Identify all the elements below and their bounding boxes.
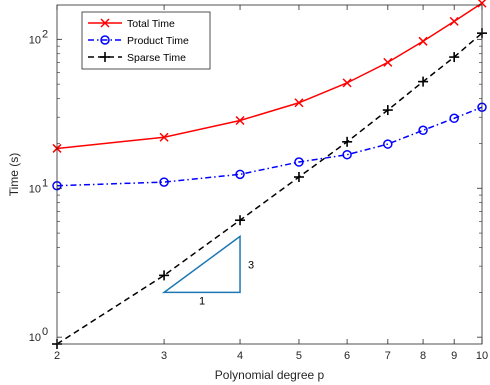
series-line-product-time <box>56 106 483 187</box>
legend-swatch-marker <box>100 18 110 28</box>
slope-triangle: 13 <box>161 234 254 307</box>
y-tick-label-exponent: 2 <box>42 28 48 40</box>
x-tick-label: 7 <box>385 350 391 362</box>
data-point-product-time <box>294 157 304 167</box>
data-point-sparse-time <box>235 215 246 226</box>
y-axis-label: Time (s) <box>7 153 21 197</box>
y-tick-label: 10 <box>29 34 41 46</box>
data-point-total-time <box>159 132 169 142</box>
legend-swatch-marker <box>100 35 110 45</box>
data-point-product-time <box>342 149 352 160</box>
y-tick-label-exponent: 1 <box>42 177 48 189</box>
data-point-sparse-time <box>293 172 304 183</box>
x-tick-label: 2 <box>54 350 60 362</box>
x-tick-label: 10 <box>476 350 488 362</box>
y-tick-label: 10 <box>29 183 41 195</box>
x-tick-label: 4 <box>237 350 243 362</box>
slope-triangle-horizontal-label: 1 <box>199 295 205 307</box>
legend-entry-sparse-time: Sparse Time <box>88 52 186 64</box>
slope-triangle-shape <box>161 234 241 294</box>
x-tick-label: 8 <box>420 350 426 362</box>
data-point-total-time <box>418 36 428 46</box>
data-point-sparse-time <box>418 76 429 87</box>
x-tick-label: 9 <box>451 350 457 362</box>
data-point-product-time <box>235 169 245 180</box>
data-point-product-time <box>159 177 169 187</box>
data-point-sparse-time <box>382 105 393 116</box>
series-group <box>52 0 487 349</box>
slope-triangle-vertical-label: 3 <box>248 259 254 271</box>
legend-entry-product-time: Product Time <box>88 35 189 47</box>
data-point-total-time <box>342 78 352 88</box>
data-point-sparse-time <box>159 270 170 281</box>
legend-label: Sparse Time <box>127 52 186 64</box>
y-tick-label: 10 <box>29 332 41 344</box>
data-point-product-time <box>418 125 428 136</box>
data-point-product-time <box>449 113 459 124</box>
legend-swatch-marker <box>100 52 110 62</box>
data-point-sparse-time <box>342 136 353 147</box>
data-point-product-time <box>383 139 393 149</box>
data-point-total-time <box>235 115 245 126</box>
x-tick-label: 6 <box>344 350 350 362</box>
data-point-total-time <box>449 16 459 26</box>
data-point-total-time <box>383 57 393 67</box>
legend-label: Product Time <box>127 35 189 47</box>
y-tick-label-exponent: 0 <box>42 326 48 338</box>
x-axis-label: Polynomial degree p <box>215 368 325 382</box>
data-point-total-time <box>294 98 304 108</box>
plot-frame <box>56 4 483 345</box>
data-point-sparse-time <box>449 52 460 63</box>
x-tick-label: 3 <box>161 350 167 362</box>
legend-label: Total Time <box>127 18 175 30</box>
series-total-time <box>52 0 487 153</box>
legend-entry-total-time: Total Time <box>88 18 175 30</box>
x-tick-label: 5 <box>296 350 302 362</box>
data-point-total-time <box>477 0 487 8</box>
legend: Total Time Product Time Sparse Time <box>81 11 211 70</box>
